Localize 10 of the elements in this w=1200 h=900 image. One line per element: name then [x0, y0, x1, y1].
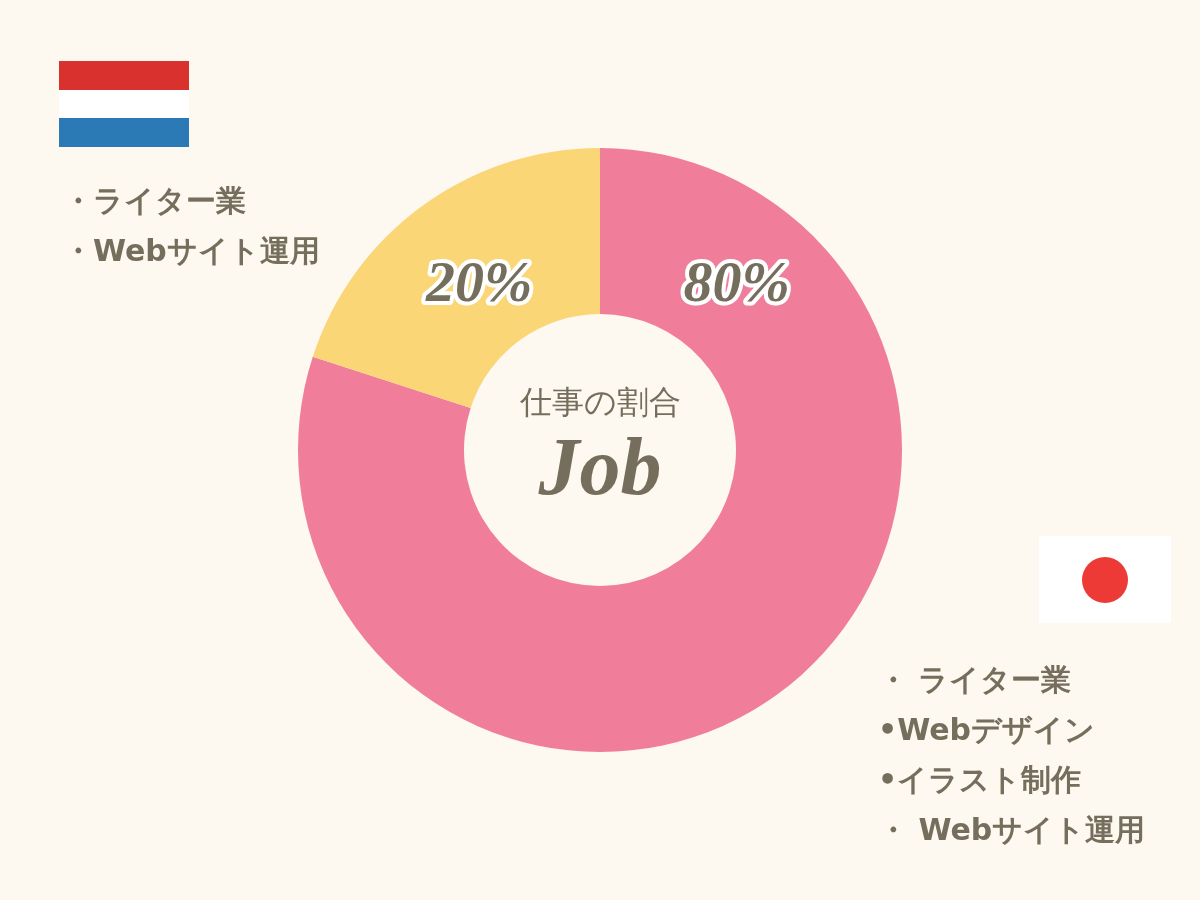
text: ・ Webサイト運用 — [878, 812, 1146, 847]
data-label: 80% — [683, 248, 790, 314]
text: ・ライター業 — [63, 183, 246, 218]
text: •イラスト制作 — [878, 762, 1082, 797]
text: Job — [537, 421, 662, 512]
text: 仕事の割合 — [518, 383, 681, 421]
data-label: 20% — [425, 248, 533, 314]
text: •Webデザイン — [878, 712, 1096, 747]
text: ・Webサイト運用 — [63, 233, 320, 268]
text: ・ ライター業 — [878, 662, 1072, 697]
